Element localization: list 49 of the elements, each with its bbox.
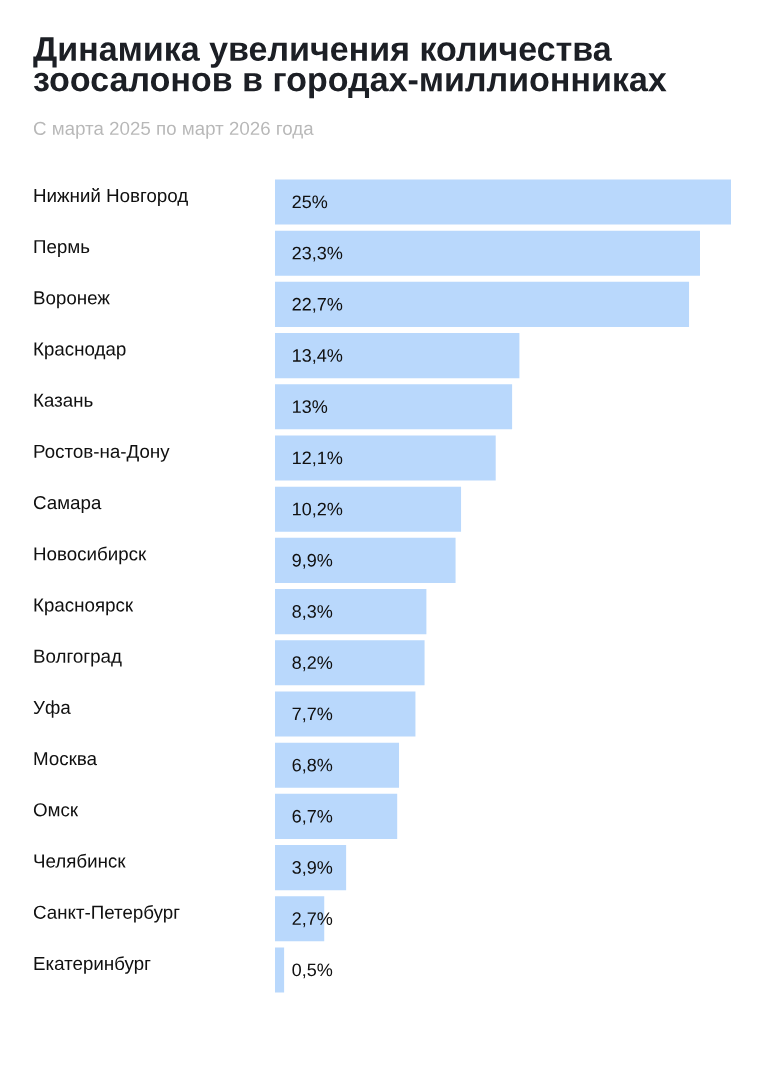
y-tick-label: Ростов-на-Дону	[34, 444, 170, 462]
data-label: 10,2%	[293, 502, 343, 518]
data-label: 25%	[292, 195, 328, 209]
bar	[275, 691, 416, 737]
data-label: 13,4%	[293, 349, 343, 364]
data-label: 12,1%	[293, 451, 343, 467]
data-label: 6,7%	[292, 809, 333, 825]
bar	[275, 793, 398, 839]
bar	[275, 435, 496, 481]
data-label: 22,7%	[292, 297, 343, 313]
bar	[275, 845, 347, 891]
data-label: 8,2%	[292, 656, 333, 672]
chart-subtitle: С марта 2025 по март 2026 года	[33, 121, 314, 139]
data-label: 3,9%	[292, 861, 333, 876]
bar	[275, 281, 690, 327]
bar	[275, 947, 285, 993]
data-label: 23,3%	[292, 246, 343, 262]
y-tick-label: Казань	[34, 393, 93, 407]
y-tick-label: Краснодар	[34, 342, 126, 360]
y-tick-label: Самара	[33, 495, 102, 513]
y-tick-label: Воронеж	[34, 291, 110, 309]
data-label: 6,8%	[292, 758, 333, 774]
y-tick-label: Красноярск	[34, 598, 134, 616]
chart-title: Динамика увеличения количества зоосалонов в городах-миллионниках	[33, 37, 667, 99]
y-tick-label: Москва	[34, 752, 98, 766]
y-tick-label: Омск	[33, 803, 79, 817]
bar	[275, 640, 425, 686]
bar	[275, 742, 400, 788]
bar	[275, 384, 513, 430]
bar	[275, 333, 520, 379]
bar	[275, 486, 462, 532]
y-tick-label: Уфа	[33, 700, 71, 718]
y-tick-label: Пермь	[34, 240, 90, 257]
bar	[275, 179, 731, 225]
data-label: 0,5%	[292, 963, 333, 979]
data-label: 8,3%	[292, 605, 333, 620]
bar	[275, 230, 700, 276]
y-tick-label: Санкт-Петербург	[33, 904, 180, 923]
y-tick-label: Екатеринбург	[34, 956, 151, 974]
data-label: 7,7%	[292, 707, 333, 723]
data-label: 13%	[293, 400, 328, 414]
data-label: 9,9%	[292, 553, 333, 569]
y-tick-label: Волгоград	[34, 649, 122, 667]
y-tick-label: Нижний Новгород	[34, 188, 188, 206]
y-tick-label: Новосибирск	[34, 546, 147, 565]
bar	[275, 537, 456, 583]
y-tick-label: Челябинск	[34, 853, 126, 868]
bar	[275, 589, 427, 635]
data-label: 2,7%	[292, 912, 333, 928]
